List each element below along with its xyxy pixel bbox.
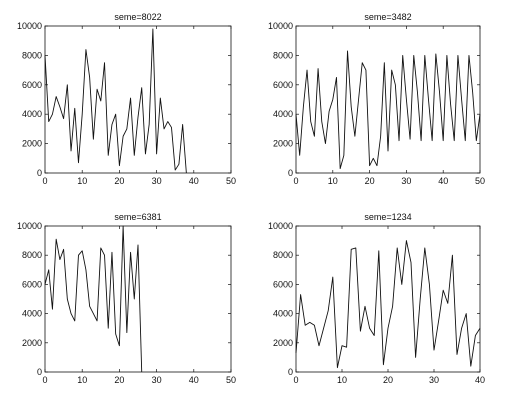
- axes-frame: [295, 25, 481, 174]
- x-tick-label: 50: [475, 176, 485, 186]
- y-tick-label: 6000: [273, 279, 293, 289]
- y-tick-label: 8000: [22, 50, 42, 60]
- subplot-title: seme=1234: [364, 212, 411, 222]
- subplot-2: seme=3482 0 10 20 30 40 50 0 2000 4000 6000 8000 100…: [268, 12, 485, 186]
- x-tick-label: 40: [189, 176, 199, 186]
- series-line: [44, 225, 143, 373]
- subplot-3: seme=6381 0 10 20 30 40 50 0 2000 4000 6000 8000 100…: [17, 212, 236, 385]
- x-tick-label: 20: [383, 375, 393, 385]
- y-tick-label: 8000: [22, 250, 42, 260]
- subplot-4: seme=1234 0 10 20 30 40 0 2000 4000 6000 8000 10000: [268, 212, 485, 385]
- y-tick-label: 4000: [273, 309, 293, 319]
- y-tick-label: 4000: [22, 109, 42, 119]
- y-tick-label: 6000: [22, 279, 42, 289]
- y-tick-label: 0: [288, 168, 293, 178]
- x-tick-label: 10: [328, 176, 338, 186]
- axes-frame: [295, 225, 481, 373]
- y-tick-label: 2000: [22, 139, 42, 149]
- subplot-title: seme=8022: [114, 12, 161, 22]
- y-tick-label: 8000: [273, 250, 293, 260]
- x-tick-label: 0: [293, 375, 298, 385]
- axes-frame: [44, 225, 232, 373]
- subplot-title: seme=6381: [114, 212, 161, 222]
- y-tick-label: 2000: [22, 338, 42, 348]
- y-tick-label: 10000: [268, 221, 293, 231]
- y-tick-label: 4000: [273, 109, 293, 119]
- y-tick-label: 8000: [273, 50, 293, 60]
- y-tick-label: 4000: [22, 309, 42, 319]
- y-tick-label: 10000: [17, 21, 42, 31]
- x-tick-label: 30: [152, 176, 162, 186]
- y-tick-label: 0: [288, 367, 293, 377]
- x-tick-label: 10: [77, 375, 87, 385]
- series-line: [295, 50, 481, 170]
- y-tick-label: 0: [37, 168, 42, 178]
- x-tick-label: 40: [189, 375, 199, 385]
- x-tick-label: 40: [438, 176, 448, 186]
- x-tick-label: 40: [475, 375, 485, 385]
- x-tick-label: 20: [114, 375, 124, 385]
- x-tick-label: 30: [401, 176, 411, 186]
- x-tick-label: 20: [114, 176, 124, 186]
- series-line: [44, 28, 187, 174]
- y-tick-label: 6000: [273, 80, 293, 90]
- y-tick-label: 2000: [273, 338, 293, 348]
- axes-frame: [44, 25, 232, 174]
- series-line: [295, 240, 481, 369]
- y-tick-label: 10000: [17, 221, 42, 231]
- subplot-1: seme=8022 0 10 20 30 40 50 0 2000 4000 6000 8000 100…: [17, 12, 236, 186]
- y-tick-label: 10000: [268, 21, 293, 31]
- x-tick-label: 0: [293, 176, 298, 186]
- x-tick-label: 30: [152, 375, 162, 385]
- x-tick-label: 0: [42, 375, 47, 385]
- y-tick-label: 0: [37, 367, 42, 377]
- y-tick-label: 2000: [273, 139, 293, 149]
- x-tick-label: 0: [42, 176, 47, 186]
- x-tick-label: 10: [77, 176, 87, 186]
- x-tick-label: 20: [365, 176, 375, 186]
- y-tick-label: 6000: [22, 80, 42, 90]
- subplot-title: seme=3482: [364, 12, 411, 22]
- x-tick-label: 30: [429, 375, 439, 385]
- x-tick-label: 50: [226, 176, 236, 186]
- x-tick-label: 10: [337, 375, 347, 385]
- x-tick-label: 50: [226, 375, 236, 385]
